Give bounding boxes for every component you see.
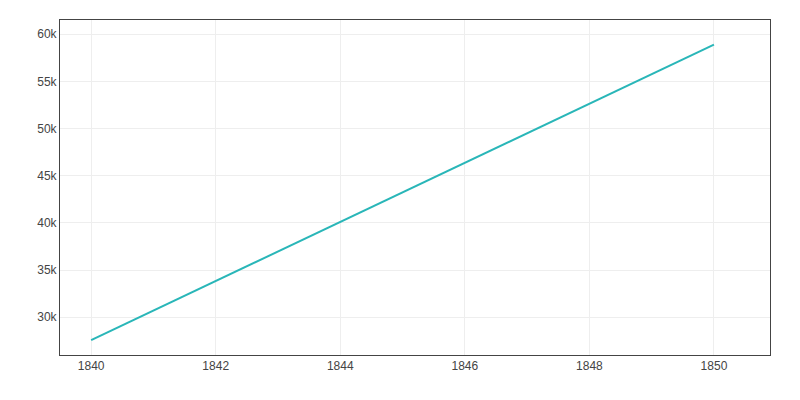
svg-text:1844: 1844 (327, 359, 354, 373)
svg-text:35k: 35k (37, 263, 57, 277)
svg-text:50k: 50k (37, 122, 57, 136)
svg-text:1848: 1848 (576, 359, 603, 373)
svg-text:1850: 1850 (701, 359, 728, 373)
svg-text:1846: 1846 (451, 359, 478, 373)
svg-text:60k: 60k (37, 27, 57, 41)
svg-text:45k: 45k (37, 169, 57, 183)
svg-text:30k: 30k (37, 310, 57, 324)
svg-text:1842: 1842 (202, 359, 229, 373)
svg-text:1840: 1840 (78, 359, 105, 373)
svg-text:40k: 40k (37, 216, 57, 230)
svg-text:55k: 55k (37, 75, 57, 89)
